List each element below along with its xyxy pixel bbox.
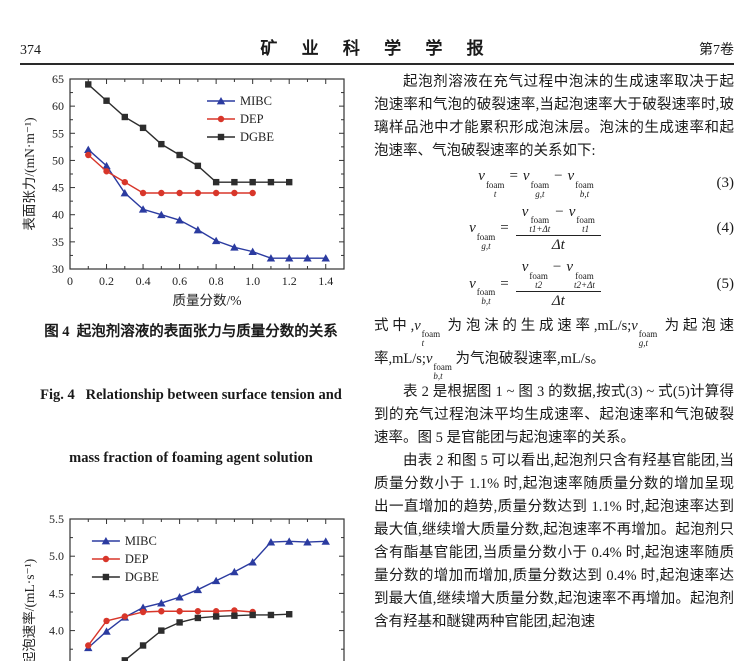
svg-text:1.0: 1.0 <box>245 274 260 288</box>
svg-text:65: 65 <box>52 72 64 86</box>
math-variable: v foam t1+Δt <box>521 203 551 234</box>
svg-text:5.5: 5.5 <box>49 512 64 526</box>
math-variable: v foam t <box>414 317 441 348</box>
svg-text:30: 30 <box>52 262 64 276</box>
math-variable: v foam b,t <box>469 275 496 307</box>
figure4-caption-cn: 图 4 起泡剂溶液的表面张力与质量分数的关系 <box>44 324 338 340</box>
svg-text:MIBC: MIBC <box>240 94 272 108</box>
equations-block: v foam t = v foam g,t − v foam b,t (3) v foam g,t = v foa… <box>374 168 734 310</box>
svg-text:0.6: 0.6 <box>172 274 187 288</box>
svg-text:4.5: 4.5 <box>49 586 64 600</box>
svg-text:40: 40 <box>52 208 64 222</box>
math-variable: v foam b,t <box>425 350 452 381</box>
svg-text:5.0: 5.0 <box>49 549 64 563</box>
math-variable: v foam t2 <box>521 259 548 290</box>
paragraph-table2-reference: 表 2 是根据图 1 ~ 图 3 的数据,按式(3) ~ 式(5)计算得到的充气… <box>374 384 734 446</box>
volume-label: 第7卷 <box>699 43 734 58</box>
svg-text:0: 0 <box>67 274 73 288</box>
math-variable: v foam t1 <box>568 203 595 234</box>
svg-text:35: 35 <box>52 235 64 249</box>
svg-text:1.2: 1.2 <box>282 274 297 288</box>
figure4-caption-en-line1: Fig. 4 Relationship between surface tens… <box>40 387 342 403</box>
svg-text:DEP: DEP <box>125 552 149 566</box>
math-variable: v foam g,t <box>522 168 550 199</box>
figure5-foaming-rate-chart: 00.20.40.60.81.01.21.43.03.54.04.55.05.5… <box>21 512 345 661</box>
figure4-caption-en-line2: mass fraction of foaming agent solution <box>69 450 313 466</box>
svg-text:55: 55 <box>52 126 64 140</box>
paragraph-foam-rate-intro: 起泡剂溶液在充气过程中泡沫的生成速率取决于起泡速率和气泡的破裂速率,当起泡速率大… <box>374 74 734 159</box>
math-variable: v foam t2+Δt <box>566 259 595 290</box>
paragraph-functional-group-analysis: 由表 2 和图 5 可以看出,起泡剂只含有羟基官能团,当质量分数小于 1.1% … <box>374 453 734 630</box>
svg-text:60: 60 <box>52 99 64 113</box>
svg-text:起泡速率/(mL·s⁻¹): 起泡速率/(mL·s⁻¹) <box>21 559 37 661</box>
math-variable: v foam b,t <box>567 168 594 199</box>
math-variable: v foam g,t <box>631 317 658 348</box>
svg-text:0.8: 0.8 <box>209 274 224 288</box>
equation-4: v foam g,t = v foam t1+Δt − v foam t1 Δt (4) <box>469 203 735 254</box>
svg-text:表面张力/(mN·m⁻¹): 表面张力/(mN·m⁻¹) <box>22 117 37 230</box>
svg-text:DEP: DEP <box>240 112 264 126</box>
two-column-body: 0 0.2 0.4 0.6 0.8 1.0 1.2 1.4 30 35 40 45 50 55 60 65 MI… <box>20 71 734 661</box>
figure4-surface-tension-chart: 0 0.2 0.4 0.6 0.8 1.0 1.2 1.4 30 35 40 45 50 55 60 65 MI… <box>22 72 345 308</box>
svg-text:0.2: 0.2 <box>99 274 114 288</box>
svg-text:1.4: 1.4 <box>318 274 333 288</box>
equation-5: v foam b,t = v foam t2− v foam t2+Δt Δt (5) <box>469 259 735 309</box>
journal-title: 矿 业 科 学 学 报 <box>260 39 494 58</box>
equation-number: (4) <box>716 220 735 237</box>
figure4-caption-en: Fig. 4 Relationship between surface tens… <box>20 343 362 511</box>
svg-text:DGBE: DGBE <box>125 570 159 584</box>
svg-text:0.4: 0.4 <box>136 274 151 288</box>
math-variable: v foam g,t <box>469 220 496 251</box>
svg-text:50: 50 <box>52 153 64 167</box>
svg-text:质量分数/%: 质量分数/% <box>173 293 242 308</box>
page-number: 374 <box>20 43 41 58</box>
svg-text:45: 45 <box>52 181 64 195</box>
math-variable: v foam t <box>478 168 505 199</box>
right-column: 起泡剂溶液在充气过程中泡沫的生成速率取决于起泡速率和气泡的破裂速率,当起泡速率大… <box>374 71 734 661</box>
equation-number: (3) <box>716 174 735 191</box>
svg-text:4.0: 4.0 <box>49 624 64 638</box>
svg-text:DGBE: DGBE <box>240 130 274 144</box>
left-column: 0 0.2 0.4 0.6 0.8 1.0 1.2 1.4 30 35 40 45 50 55 60 65 MI… <box>20 71 362 661</box>
equation-number: (5) <box>716 275 735 292</box>
svg-text:MIBC: MIBC <box>125 534 157 548</box>
equation-3: v foam t = v foam g,t − v foam b,t (3) <box>478 168 735 199</box>
paragraph-variable-definitions: 式中,v foam t 为泡沫的生成速率,mL/s;v foam g,t 为起泡速率,m… <box>374 317 735 381</box>
page-header: 374 矿 业 科 学 学 报 第7卷 <box>20 34 734 65</box>
